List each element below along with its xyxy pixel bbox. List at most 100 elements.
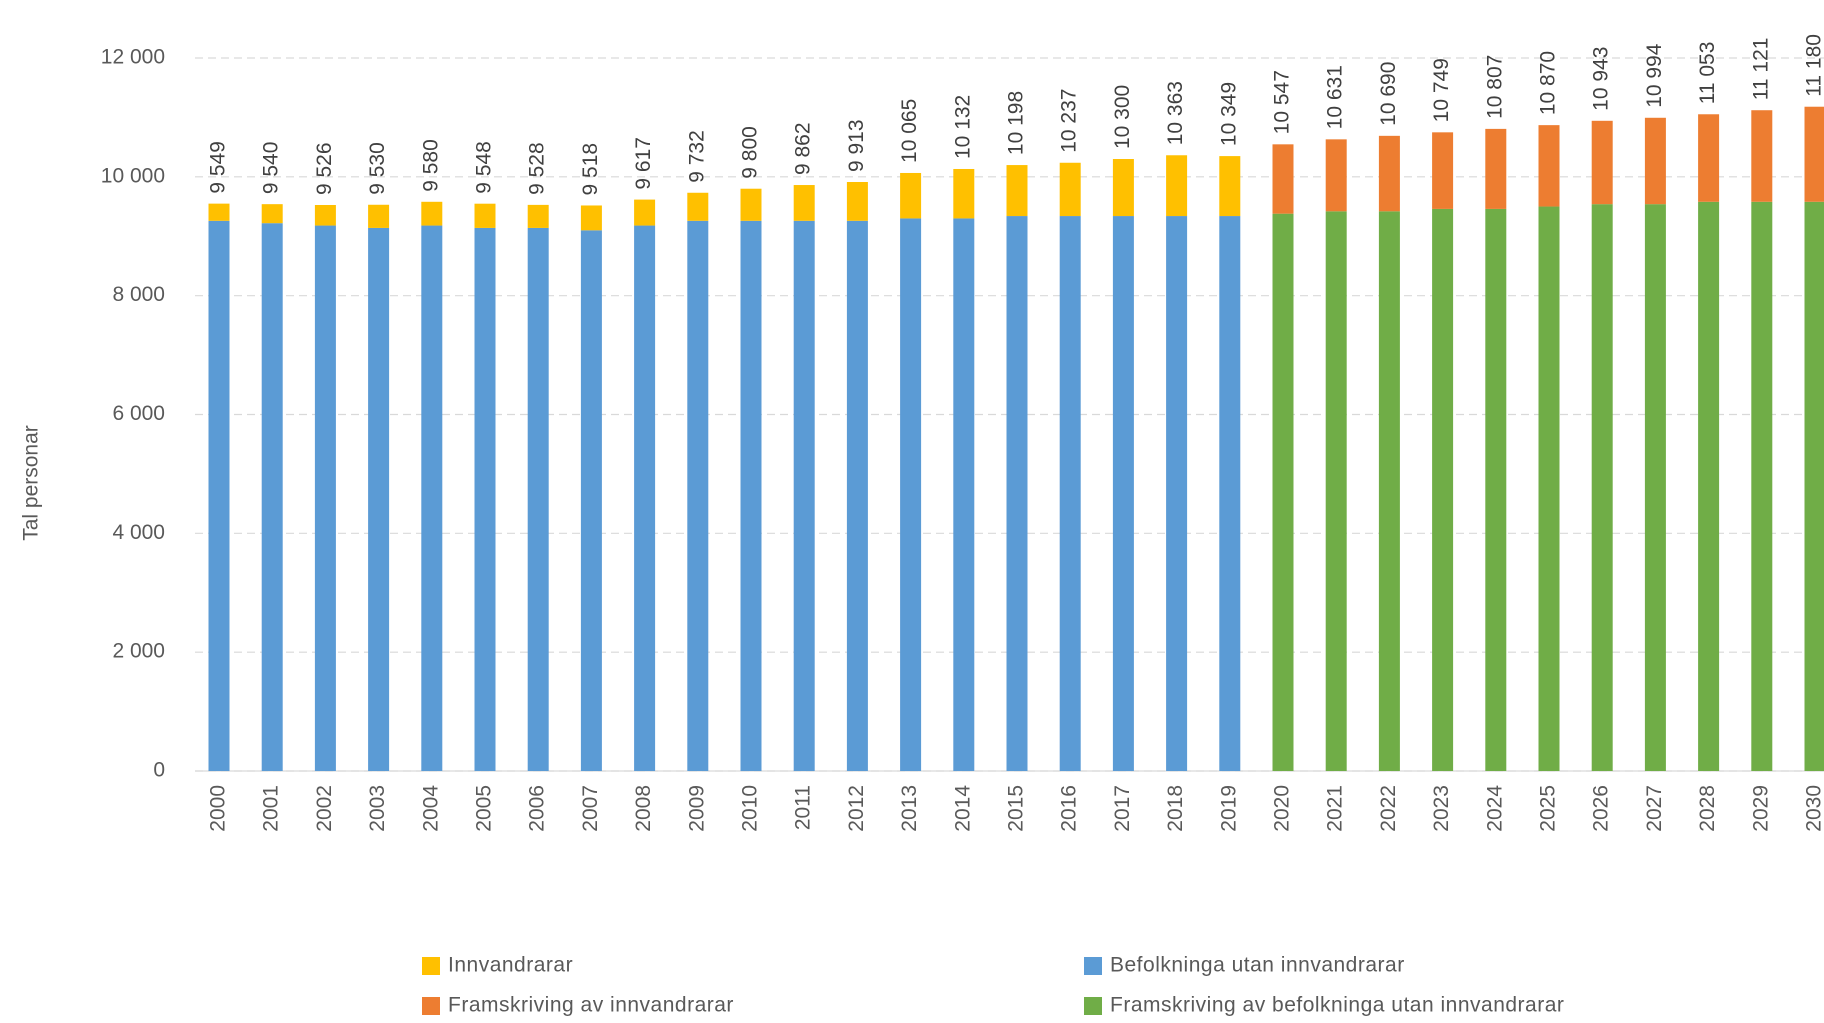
bar-segment [527, 204, 549, 228]
bar-segment [1166, 155, 1188, 217]
bar-segment [421, 225, 443, 771]
legend-swatch [422, 997, 440, 1015]
total-label: 10 547 [1271, 70, 1294, 134]
bar-segment [580, 230, 602, 771]
total-label: 11 053 [1696, 42, 1719, 105]
bar-segment [1804, 106, 1824, 202]
bar-segment [368, 227, 390, 772]
y-tick-label: 10 000 [101, 164, 165, 187]
x-tick-label: 2017 [1111, 785, 1134, 832]
bar-segment [208, 220, 230, 772]
total-label: 10 631 [1324, 65, 1347, 129]
total-label: 11 180 [1803, 34, 1824, 97]
total-label: 9 548 [473, 141, 496, 194]
total-label: 9 862 [792, 122, 815, 175]
bar-segment [1272, 213, 1294, 772]
bar-segment [1006, 165, 1028, 217]
total-label: 10 198 [1005, 91, 1028, 155]
bar-segment [1432, 208, 1454, 771]
x-tick-label: 2021 [1324, 785, 1347, 832]
x-tick-label: 2011 [792, 785, 815, 830]
bar-segment [1644, 204, 1666, 772]
total-label: 10 363 [1164, 81, 1187, 145]
legend-swatch [1084, 957, 1102, 975]
bar-segment [1112, 216, 1134, 771]
y-tick-label: 8 000 [112, 283, 165, 306]
bar-segment [1059, 162, 1081, 217]
legend-label: Befolkninga utan innvandrarar [1110, 954, 1405, 977]
x-tick-label: 2013 [898, 785, 921, 832]
bar-segment [687, 220, 709, 772]
bar-segment [634, 225, 656, 771]
x-tick-label: 2027 [1643, 785, 1666, 832]
bar-segment [1432, 132, 1454, 209]
bar-segment [1166, 216, 1188, 771]
total-label: 9 518 [579, 143, 602, 196]
x-tick-label: 2015 [1005, 785, 1028, 832]
bar-segment [953, 168, 975, 219]
legend-label: Innvandrarar [448, 954, 573, 977]
y-tick-label: 4 000 [112, 521, 165, 544]
x-tick-label: 2030 [1803, 785, 1824, 832]
bar-segment [474, 227, 496, 772]
bar-segment [1698, 201, 1720, 771]
total-label: 10 943 [1590, 47, 1613, 111]
bar-segment [1112, 159, 1134, 217]
total-label: 9 540 [260, 142, 283, 195]
total-label: 10 870 [1537, 51, 1560, 115]
bar-segment [314, 204, 336, 226]
bar-segment [314, 225, 336, 771]
y-axis-title: Tal personar [20, 425, 43, 541]
bar-segment [1804, 201, 1824, 771]
x-tick-label: 2010 [739, 785, 762, 832]
bar-segment [900, 172, 922, 219]
total-label: 9 617 [632, 137, 655, 190]
y-tick-label: 6 000 [112, 402, 165, 425]
bar-segment [1591, 204, 1613, 772]
bar-segment [1644, 117, 1666, 205]
x-tick-label: 2029 [1749, 785, 1772, 832]
total-label: 10 065 [898, 99, 921, 163]
bar-segment [1272, 144, 1294, 214]
x-tick-label: 2002 [313, 785, 336, 832]
x-tick-label: 2014 [951, 785, 974, 832]
x-tick-label: 2000 [207, 785, 230, 832]
bar-segment [846, 182, 868, 221]
total-label: 10 807 [1483, 55, 1506, 119]
total-label: 9 913 [845, 119, 868, 172]
bar-segment [1059, 216, 1081, 771]
x-tick-label: 2007 [579, 785, 602, 832]
total-label: 9 526 [313, 142, 336, 195]
total-label: 10 132 [951, 95, 974, 159]
bar-segment [900, 218, 922, 772]
bar-segment [687, 192, 709, 221]
y-tick-label: 2 000 [112, 640, 165, 663]
bar-segment [474, 203, 496, 228]
total-label: 9 580 [419, 139, 442, 192]
total-label: 9 800 [739, 126, 762, 179]
x-tick-label: 2004 [419, 785, 442, 832]
bar-segment [1325, 211, 1347, 772]
bar-segment [953, 218, 975, 772]
total-label: 10 994 [1643, 43, 1666, 108]
bar-segment [208, 203, 230, 221]
x-tick-label: 2005 [473, 785, 496, 832]
bar-segment [1006, 216, 1028, 771]
bar-segment [261, 204, 283, 224]
bar-segment [1538, 206, 1560, 771]
bar-segment [846, 220, 868, 772]
x-tick-label: 2026 [1590, 785, 1613, 832]
total-label: 9 530 [366, 142, 389, 195]
total-label: 9 732 [685, 130, 708, 183]
bar-segment [261, 223, 283, 771]
bar-segment [634, 199, 656, 226]
bar-segment [793, 185, 815, 221]
bar-segment [1219, 216, 1241, 771]
bar-segment [1378, 135, 1400, 212]
bar-segment [1751, 110, 1773, 202]
legend-swatch [422, 957, 440, 975]
legend-label: Framskriving av befolkninga utan innvand… [1110, 994, 1564, 1017]
x-tick-label: 2008 [632, 785, 655, 832]
bar-segment [1591, 120, 1613, 205]
x-tick-label: 2019 [1217, 785, 1240, 832]
